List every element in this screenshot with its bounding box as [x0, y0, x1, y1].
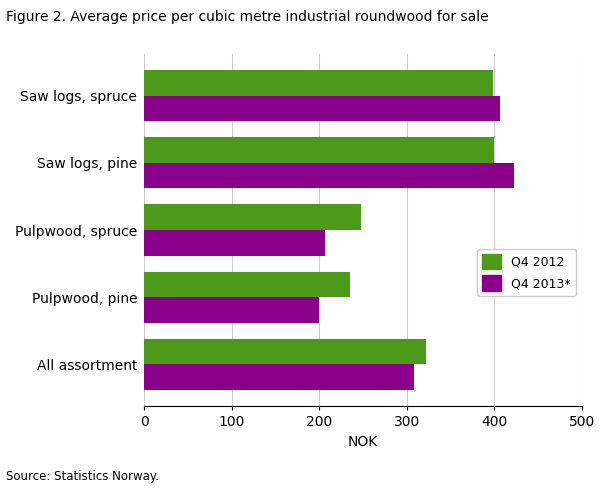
- Bar: [144, 339, 426, 365]
- Bar: [144, 70, 493, 96]
- Bar: [144, 365, 414, 390]
- Bar: [144, 204, 361, 230]
- Bar: [144, 137, 494, 163]
- Bar: [144, 297, 319, 323]
- Text: Figure 2. Average price per cubic metre industrial roundwood for sale: Figure 2. Average price per cubic metre …: [6, 10, 489, 24]
- Bar: [144, 96, 500, 121]
- Legend: Q4 2012, Q4 2013*: Q4 2012, Q4 2013*: [477, 249, 576, 296]
- Bar: [144, 230, 325, 256]
- Text: Source: Statistics Norway.: Source: Statistics Norway.: [6, 470, 159, 483]
- Bar: [144, 272, 350, 297]
- X-axis label: NOK: NOK: [348, 435, 378, 448]
- Bar: [144, 163, 514, 188]
